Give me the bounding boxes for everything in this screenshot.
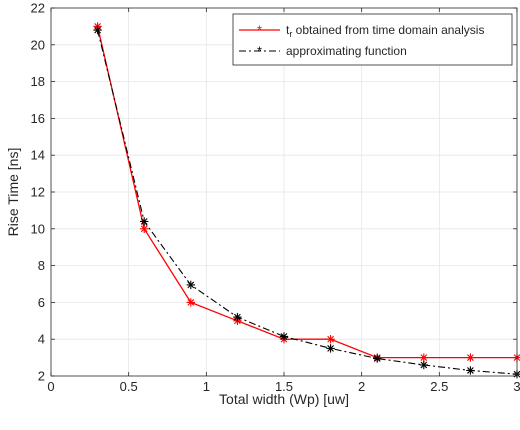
data-point-measured bbox=[186, 298, 195, 307]
y-axis-label: Rise Time [ns] bbox=[5, 148, 21, 237]
legend-entry-measured-main: t bbox=[286, 23, 290, 37]
x-tick-label: 2.5 bbox=[430, 379, 448, 394]
y-tick-label: 20 bbox=[31, 37, 45, 52]
y-tick-label: 2 bbox=[38, 369, 45, 384]
data-point-measured bbox=[140, 224, 149, 233]
x-tick-label: 0.5 bbox=[120, 379, 138, 394]
y-tick-label: 10 bbox=[31, 221, 45, 236]
y-tick-label: 14 bbox=[31, 148, 45, 163]
data-point-measured bbox=[466, 353, 475, 362]
series-line-measured bbox=[96, 26, 517, 359]
y-tick-label: 12 bbox=[31, 185, 45, 200]
data-point-approx bbox=[326, 344, 335, 353]
data-point-approx bbox=[373, 354, 382, 363]
x-axis-label: Total width (Wp) [uw] bbox=[219, 391, 349, 407]
x-tick-label: 1 bbox=[203, 379, 210, 394]
y-tick-label: 22 bbox=[31, 1, 45, 16]
legend-entry-measured-rest: obtained from time domain analysis bbox=[292, 23, 484, 37]
legend-entry-measured: tr obtained from time domain analysis bbox=[286, 23, 484, 39]
data-point-approx bbox=[466, 366, 475, 375]
legend: * tr obtained from time domain analysis … bbox=[232, 13, 513, 66]
data-point-measured bbox=[419, 353, 428, 362]
legend-marker-approx: * bbox=[257, 44, 262, 59]
legend-marker-measured: * bbox=[257, 23, 262, 38]
x-tick-label: 3 bbox=[513, 379, 520, 394]
series-layer bbox=[93, 22, 520, 379]
legend-entry-approx: approximating function bbox=[286, 44, 407, 58]
axis-ticks: 0 0.5 1 1.5 2 2.5 3 2 4 6 8 10 12 14 16 18 20 22 bbox=[31, 1, 520, 395]
y-tick-label: 18 bbox=[31, 74, 45, 89]
data-point-approx bbox=[140, 217, 149, 226]
data-point-approx bbox=[233, 312, 242, 322]
series-line-approx bbox=[97, 29, 518, 375]
y-tick-label: 4 bbox=[38, 332, 45, 347]
legend-box bbox=[232, 13, 513, 66]
y-tick-label: 6 bbox=[38, 295, 45, 310]
y-tick-label: 8 bbox=[38, 258, 45, 273]
data-point-approx bbox=[186, 280, 195, 290]
data-point-measured bbox=[326, 335, 335, 344]
data-point-approx bbox=[419, 360, 428, 370]
x-tick-label: 0 bbox=[47, 379, 54, 394]
y-tick-label: 16 bbox=[31, 111, 45, 126]
x-tick-label: 1.5 bbox=[275, 379, 293, 394]
legend-entry-measured-subscript: r bbox=[289, 29, 292, 39]
data-point-approx bbox=[279, 332, 289, 341]
data-point-approx bbox=[93, 25, 102, 35]
x-tick-label: 2 bbox=[358, 379, 365, 394]
